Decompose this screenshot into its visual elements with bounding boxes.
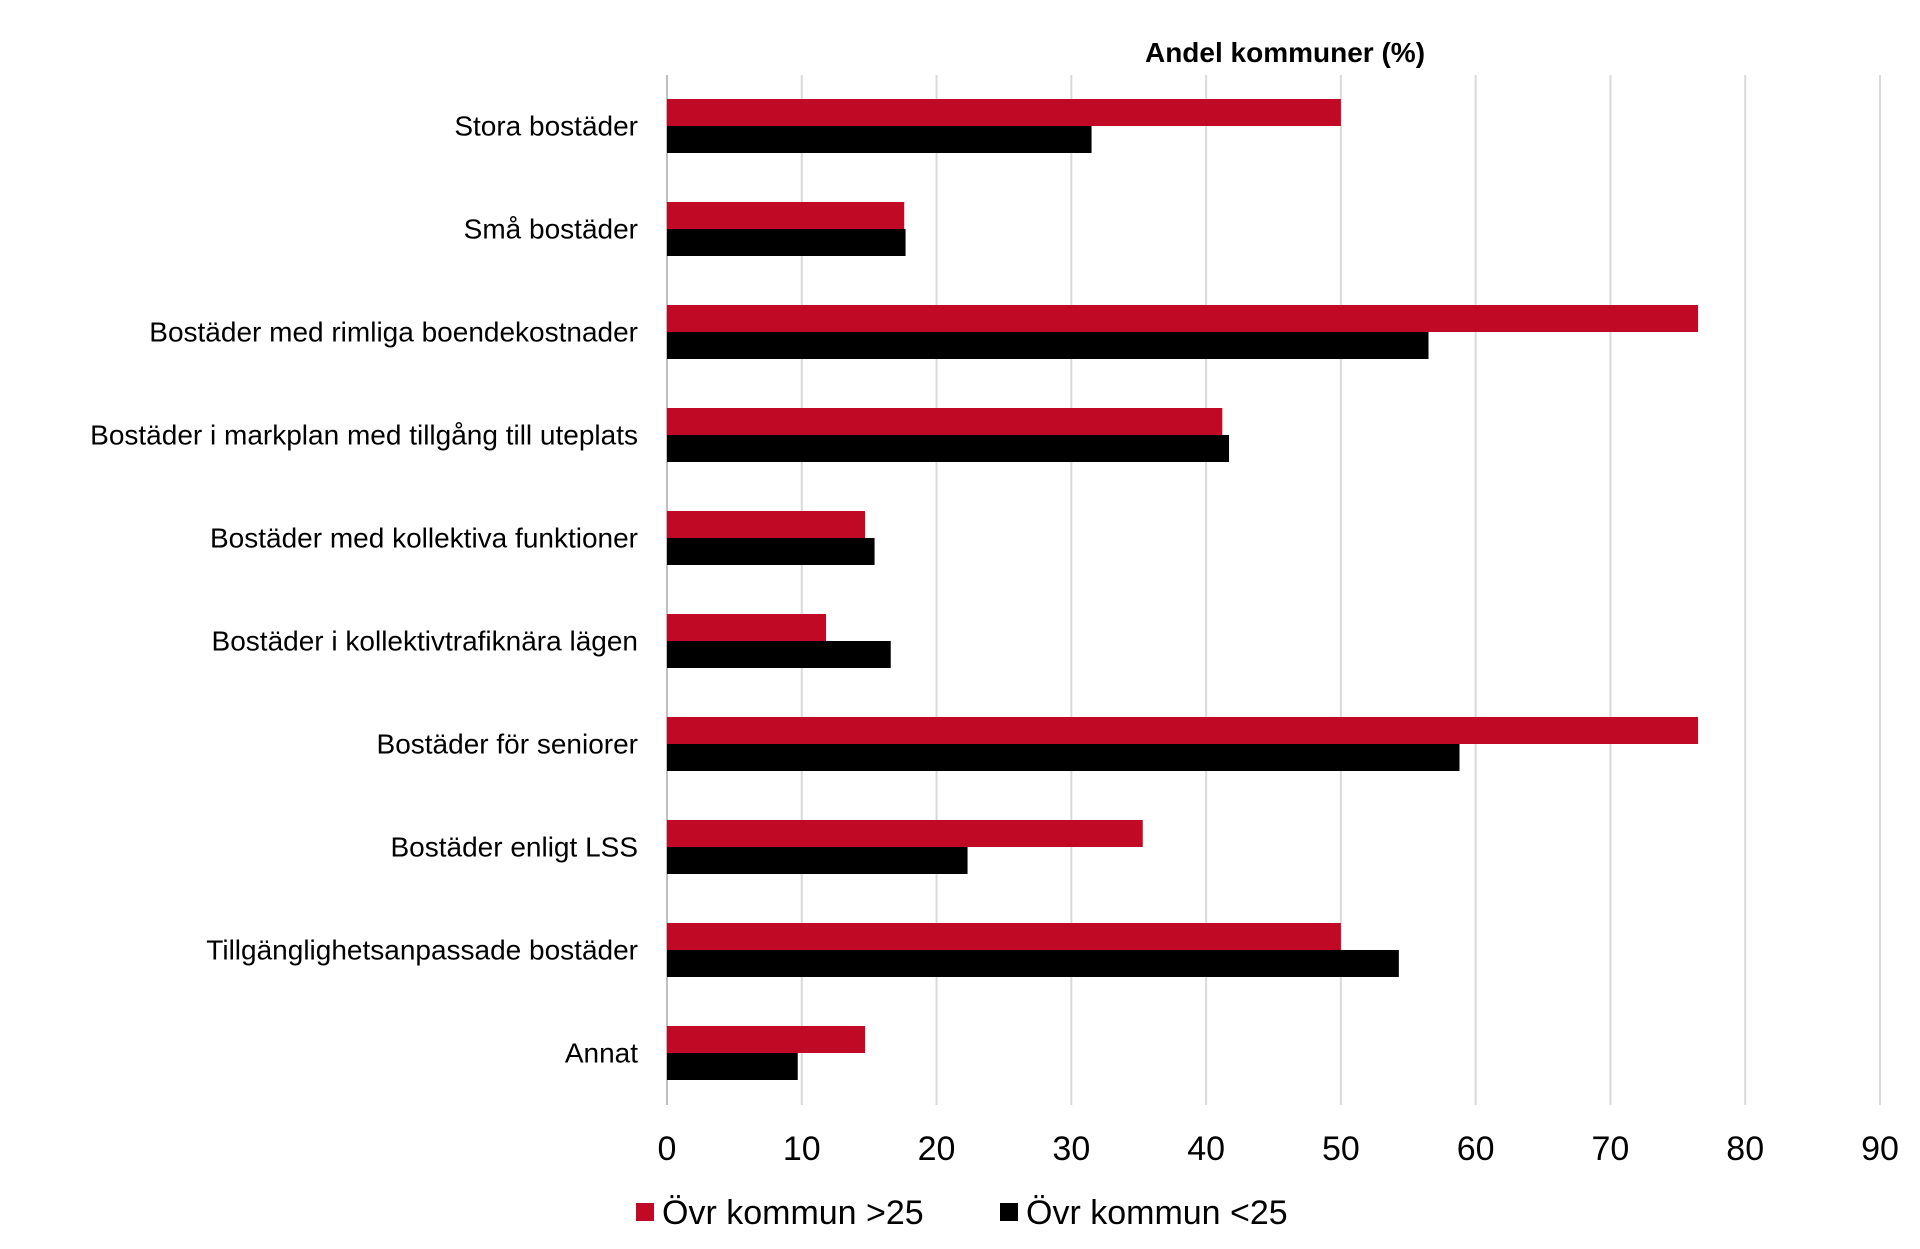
x-tick-label: 0 — [658, 1130, 677, 1168]
bars — [667, 99, 1699, 1080]
bar-series-1 — [667, 820, 1143, 847]
legend-swatch-2 — [1000, 1203, 1018, 1221]
category-label: Bostäder med rimliga boendekostnader — [149, 317, 638, 348]
bar-series-1 — [667, 99, 1341, 126]
legend-label-2: Övr kommun <25 — [1026, 1194, 1288, 1232]
x-tick-label: 10 — [783, 1130, 821, 1168]
category-label: Bostäder för seniorer — [377, 729, 638, 760]
bar-series-1 — [667, 717, 1699, 744]
category-label: Annat — [565, 1038, 638, 1069]
x-tick-label: 70 — [1592, 1130, 1630, 1168]
legend-label-1: Övr kommun >25 — [662, 1194, 924, 1232]
bar-series-2 — [667, 1053, 798, 1080]
category-labels: Stora bostäder Små bostäder Bostäder med r… — [90, 111, 638, 1069]
x-tick-label: 40 — [1187, 1130, 1225, 1168]
bar-series-2 — [667, 126, 1092, 153]
bar-series-1 — [667, 408, 1223, 435]
x-tick-label: 80 — [1726, 1130, 1764, 1168]
x-tick-label: 50 — [1322, 1130, 1360, 1168]
bar-series-2 — [667, 950, 1399, 977]
bar-series-2 — [667, 229, 906, 256]
bar-series-1 — [667, 923, 1341, 950]
category-label: Bostäder med kollektiva funktioner — [210, 523, 638, 554]
x-tick-labels: 0 10 20 30 40 50 60 70 80 90 — [658, 1130, 1899, 1168]
bar-series-2 — [667, 641, 891, 668]
legend-swatch-1 — [636, 1203, 654, 1221]
bar-series-1 — [667, 202, 905, 229]
bar-series-2 — [667, 744, 1460, 771]
category-label: Små bostäder — [464, 214, 638, 245]
bar-series-2 — [667, 538, 875, 565]
category-label: Stora bostäder — [454, 111, 638, 142]
x-tick-label: 90 — [1861, 1130, 1899, 1168]
bar-series-2 — [667, 435, 1230, 462]
x-tick-label: 20 — [918, 1130, 956, 1168]
legend: Övr kommun >25 Övr kommun <25 — [636, 1194, 1288, 1232]
category-label: Bostäder i markplan med tillgång till ut… — [90, 420, 638, 451]
x-axis-title: Andel kommuner (%) — [1145, 37, 1425, 68]
bar-series-1 — [667, 511, 866, 538]
category-label: Bostäder enligt LSS — [391, 832, 639, 863]
category-label: Bostäder i kollektivtrafiknära lägen — [212, 626, 638, 657]
bar-series-2 — [667, 847, 968, 874]
bar-series-1 — [667, 305, 1699, 332]
x-tick-label: 30 — [1052, 1130, 1090, 1168]
bar-series-2 — [667, 332, 1429, 359]
bar-series-1 — [667, 614, 827, 641]
bar-series-1 — [667, 1026, 866, 1053]
x-tick-label: 60 — [1457, 1130, 1495, 1168]
category-label: Tillgänglighetsanpassade bostäder — [206, 935, 638, 966]
